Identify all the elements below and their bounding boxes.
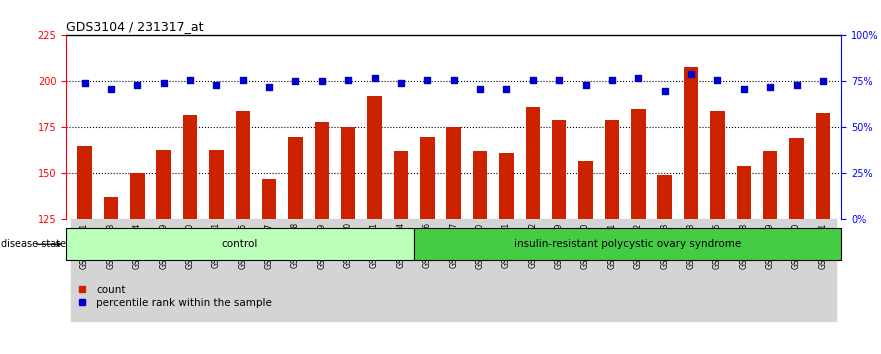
- Point: [500, 86, 514, 92]
- Bar: [546, 219, 573, 321]
- Bar: [335, 219, 361, 321]
- Text: control: control: [222, 239, 258, 249]
- Bar: [467, 219, 493, 321]
- Bar: [520, 219, 546, 321]
- Point: [183, 77, 197, 82]
- Point: [605, 77, 619, 82]
- Bar: [737, 166, 751, 219]
- Point: [341, 77, 355, 82]
- Point: [394, 80, 408, 86]
- Legend: count, percentile rank within the sample: count, percentile rank within the sample: [71, 285, 272, 308]
- Point: [710, 77, 724, 82]
- Point: [210, 82, 224, 88]
- Bar: [414, 219, 440, 321]
- Bar: [810, 219, 836, 321]
- Point: [78, 80, 92, 86]
- Bar: [151, 219, 177, 321]
- Bar: [473, 152, 487, 219]
- Point: [684, 71, 698, 77]
- Bar: [124, 219, 151, 321]
- Bar: [66, 228, 413, 260]
- Bar: [783, 219, 810, 321]
- Bar: [235, 111, 250, 219]
- Bar: [763, 152, 777, 219]
- Point: [157, 80, 171, 86]
- Bar: [420, 137, 434, 219]
- Bar: [704, 219, 730, 321]
- Point: [315, 79, 329, 84]
- Bar: [573, 219, 599, 321]
- Point: [288, 79, 302, 84]
- Bar: [282, 219, 308, 321]
- Text: GDS3104 / 231317_at: GDS3104 / 231317_at: [66, 20, 204, 33]
- Bar: [262, 179, 277, 219]
- Point: [552, 77, 566, 82]
- Text: disease state: disease state: [2, 239, 66, 249]
- Point: [262, 84, 276, 90]
- Bar: [204, 219, 230, 321]
- Bar: [341, 127, 356, 219]
- Point: [420, 77, 434, 82]
- Bar: [413, 228, 841, 260]
- Bar: [130, 173, 144, 219]
- Point: [473, 86, 487, 92]
- Point: [447, 77, 461, 82]
- Bar: [78, 146, 92, 219]
- Bar: [315, 122, 329, 219]
- Point: [816, 79, 830, 84]
- Bar: [626, 219, 651, 321]
- Point: [737, 86, 751, 92]
- Bar: [182, 115, 197, 219]
- Bar: [308, 219, 335, 321]
- Bar: [361, 219, 388, 321]
- Bar: [447, 127, 461, 219]
- Bar: [104, 198, 118, 219]
- Bar: [684, 67, 699, 219]
- Bar: [730, 219, 757, 321]
- Text: insulin-resistant polycystic ovary syndrome: insulin-resistant polycystic ovary syndr…: [514, 239, 741, 249]
- Bar: [526, 107, 540, 219]
- Point: [579, 82, 593, 88]
- Bar: [599, 219, 626, 321]
- Bar: [394, 152, 408, 219]
- Point: [104, 86, 118, 92]
- Bar: [71, 219, 98, 321]
- Point: [130, 82, 144, 88]
- Bar: [493, 219, 520, 321]
- Bar: [256, 219, 282, 321]
- Bar: [98, 219, 124, 321]
- Bar: [367, 96, 381, 219]
- Point: [236, 77, 250, 82]
- Point: [367, 75, 381, 81]
- Bar: [177, 219, 204, 321]
- Bar: [710, 111, 725, 219]
- Bar: [789, 138, 803, 219]
- Bar: [388, 219, 414, 321]
- Point: [526, 77, 540, 82]
- Bar: [816, 113, 830, 219]
- Bar: [157, 149, 171, 219]
- Bar: [500, 153, 514, 219]
- Bar: [651, 219, 677, 321]
- Bar: [657, 175, 672, 219]
- Bar: [230, 219, 256, 321]
- Bar: [757, 219, 783, 321]
- Point: [632, 75, 646, 81]
- Bar: [578, 161, 593, 219]
- Point: [763, 84, 777, 90]
- Bar: [677, 219, 704, 321]
- Point: [789, 82, 803, 88]
- Bar: [604, 120, 619, 219]
- Bar: [440, 219, 467, 321]
- Bar: [288, 137, 303, 219]
- Point: [657, 88, 671, 93]
- Bar: [209, 149, 224, 219]
- Bar: [631, 109, 646, 219]
- Bar: [552, 120, 566, 219]
